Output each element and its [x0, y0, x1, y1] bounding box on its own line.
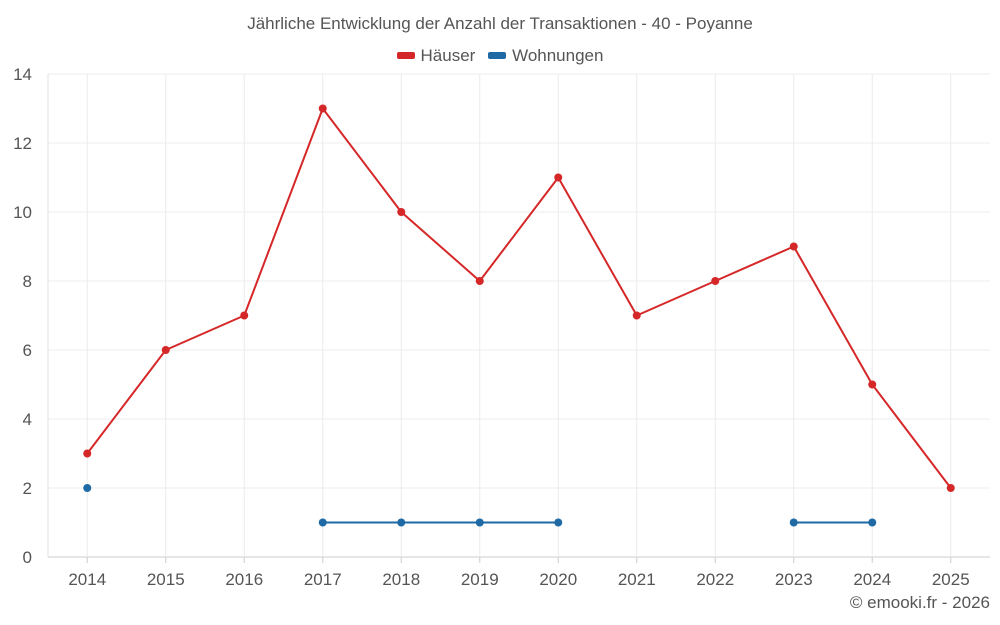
data-point-haeuser — [789, 242, 798, 251]
legend-label-wohnungen: Wohnungen — [512, 45, 604, 65]
data-point-haeuser — [161, 346, 170, 354]
data-point-wohnungen — [868, 518, 877, 527]
x-tick-label: 2023 — [775, 570, 813, 589]
y-tick-label: 0 — [23, 548, 32, 567]
chart-title: Jährliche Entwicklung der Anzahl der Tra… — [247, 14, 753, 33]
x-tick-label: 2025 — [932, 570, 970, 589]
data-point-haeuser — [946, 484, 955, 492]
data-point-haeuser — [475, 277, 484, 285]
data-point-haeuser — [554, 173, 563, 182]
x-tick-label: 2022 — [696, 570, 734, 589]
x-tick-label: 2020 — [539, 570, 577, 589]
legend-item-haeuser[interactable]: Häuser — [396, 45, 476, 66]
data-point-haeuser — [240, 311, 249, 320]
y-tick-label: 10 — [13, 203, 32, 222]
data-point-wohnungen — [318, 518, 327, 527]
x-tick-label: 2021 — [618, 570, 656, 589]
y-tick-label: 4 — [23, 410, 32, 429]
series-line-haeuser — [86, 107, 952, 489]
y-tick-label: 6 — [23, 341, 32, 360]
data-point-haeuser — [711, 277, 720, 285]
legend: Häuser Wohnungen — [0, 44, 1000, 66]
data-point-haeuser — [83, 449, 92, 458]
x-tick-label: 2015 — [147, 570, 185, 589]
data-point-wohnungen — [397, 518, 406, 527]
x-tick-label: 2014 — [68, 570, 106, 589]
x-tick-label: 2019 — [461, 570, 499, 589]
legend-swatch-wohnungen — [488, 52, 507, 59]
copyright-footer: © emooki.fr - 2026 — [849, 593, 990, 612]
data-point-haeuser — [318, 104, 327, 113]
data-point-wohnungen — [83, 484, 92, 492]
data-point-haeuser — [632, 311, 641, 320]
x-tick-label: 2017 — [304, 570, 342, 589]
x-tick-label: 2024 — [853, 570, 891, 589]
x-tick-label: 2016 — [225, 570, 263, 589]
y-tick-label: 2 — [23, 479, 32, 498]
data-point-wohnungen — [554, 518, 563, 527]
legend-swatch-haeuser — [396, 52, 415, 59]
y-tick-label: 12 — [13, 134, 32, 153]
x-tick-label: 2018 — [382, 570, 420, 589]
data-point-haeuser — [397, 208, 406, 216]
y-tick-label: 8 — [23, 272, 32, 291]
legend-label-haeuser: Häuser — [420, 45, 476, 65]
y-tick-label: 14 — [13, 65, 32, 84]
legend-item-wohnungen[interactable]: Wohnungen — [488, 46, 603, 66]
data-point-haeuser — [868, 380, 877, 389]
data-point-wohnungen — [789, 518, 798, 527]
data-point-wohnungen — [475, 518, 484, 527]
